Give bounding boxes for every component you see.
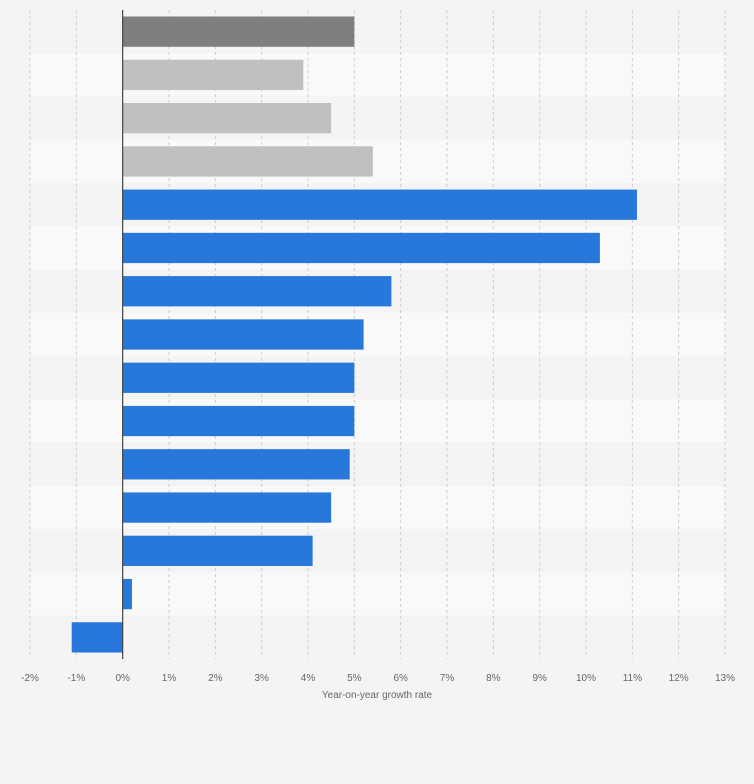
- x-tick-label: 8%: [486, 673, 501, 684]
- x-tick-label: 0%: [115, 673, 130, 684]
- x-tick-label: 11%: [623, 673, 642, 684]
- bar: [122, 449, 350, 480]
- x-tick-label: 5%: [347, 673, 362, 684]
- x-tick-label: 10%: [576, 673, 596, 684]
- x-tick-labels: -2% -1% 0% 1% 2% 3% 4% 5% 6% 7% 8% 9% 10% 11% 12% 13%: [21, 673, 735, 684]
- bar: [122, 59, 304, 91]
- x-tick-label: 7%: [440, 673, 455, 684]
- bar: [122, 189, 637, 220]
- x-tick-label: 13%: [715, 673, 735, 684]
- bar: [122, 492, 332, 523]
- bars: [71, 16, 637, 653]
- row-band: [30, 615, 725, 659]
- bar: [122, 146, 373, 177]
- x-tick-label: -2%: [21, 673, 39, 684]
- bar: [122, 232, 600, 264]
- bar: [122, 578, 132, 610]
- row-band: [30, 572, 725, 616]
- x-tick-label: 4%: [301, 673, 316, 684]
- x-axis-label: Year-on-year growth rate: [322, 690, 433, 701]
- x-tick-label: 12%: [669, 673, 689, 684]
- bar: [122, 535, 313, 566]
- bar: [122, 319, 364, 350]
- bar: [122, 405, 355, 437]
- bar: [122, 276, 392, 307]
- x-tick-label: 3%: [254, 673, 269, 684]
- x-tick-label: 9%: [532, 673, 547, 684]
- x-tick-label: -1%: [67, 673, 85, 684]
- bar: [71, 622, 123, 653]
- x-tick-label: 6%: [393, 673, 408, 684]
- x-tick-label: 2%: [208, 673, 223, 684]
- bar: [122, 103, 332, 134]
- bar: [122, 16, 355, 47]
- x-tick-label: 1%: [162, 673, 177, 684]
- bar: [122, 362, 355, 393]
